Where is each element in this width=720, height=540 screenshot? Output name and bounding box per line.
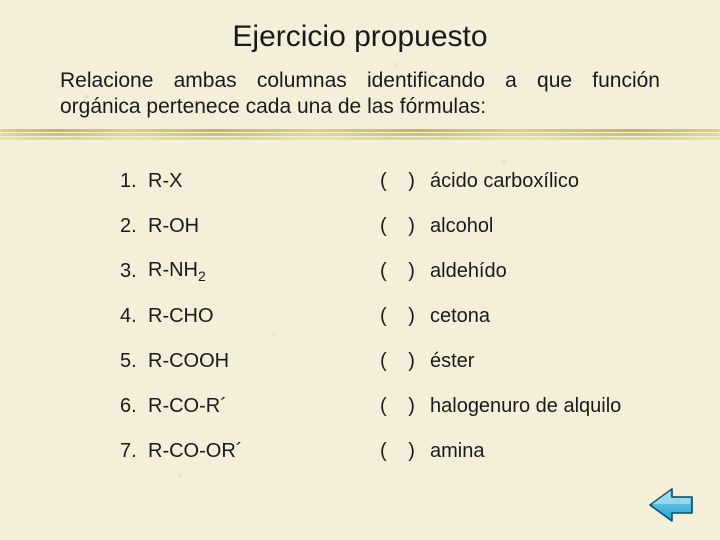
functions-column: ( ) ácido carboxílico ( ) alcohol ( ) al… — [380, 159, 660, 474]
page-title: Ejercicio propuesto — [60, 20, 660, 54]
function-label: éster — [430, 350, 474, 373]
list-item: 1. R-X — [120, 159, 340, 204]
answer-blank[interactable]: ( ) — [380, 215, 430, 238]
back-arrow-icon[interactable] — [648, 486, 694, 524]
item-number: 2. — [120, 215, 148, 238]
item-formula: R-CHO — [148, 305, 214, 328]
function-label: amina — [430, 440, 484, 463]
item-number: 3. — [120, 260, 148, 283]
function-label: alcohol — [430, 215, 493, 238]
item-formula: R-COOH — [148, 350, 229, 373]
list-item: ( ) ácido carboxílico — [380, 159, 660, 204]
decorative-underline — [0, 127, 720, 141]
list-item: ( ) alcohol — [380, 204, 660, 249]
item-formula: R-NH2 — [148, 259, 206, 284]
list-item: ( ) halogenuro de alquilo — [380, 384, 660, 429]
matching-columns: 1. R-X 2. R-OH 3. R-NH2 4. R-CHO 5. R-CO… — [60, 159, 660, 474]
list-item: 3. R-NH2 — [120, 249, 340, 294]
item-formula: R-X — [148, 170, 182, 193]
list-item: ( ) cetona — [380, 294, 660, 339]
answer-blank[interactable]: ( ) — [380, 305, 430, 328]
list-item: ( ) amina — [380, 429, 660, 474]
formula-subscript: 2 — [198, 268, 206, 284]
function-label: cetona — [430, 305, 490, 328]
item-number: 4. — [120, 305, 148, 328]
item-number: 5. — [120, 350, 148, 373]
list-item: 5. R-COOH — [120, 339, 340, 384]
formulas-column: 1. R-X 2. R-OH 3. R-NH2 4. R-CHO 5. R-CO… — [120, 159, 340, 474]
answer-blank[interactable]: ( ) — [380, 170, 430, 193]
list-item: 7. R-CO-OR´ — [120, 429, 340, 474]
answer-blank[interactable]: ( ) — [380, 440, 430, 463]
item-formula: R-CO-R´ — [148, 395, 227, 418]
slide: Ejercicio propuesto Relacione ambas colu… — [0, 0, 720, 540]
list-item: 2. R-OH — [120, 204, 340, 249]
list-item: ( ) aldehído — [380, 249, 660, 294]
answer-blank[interactable]: ( ) — [380, 350, 430, 373]
answer-blank[interactable]: ( ) — [380, 395, 430, 418]
answer-blank[interactable]: ( ) — [380, 260, 430, 283]
item-number: 7. — [120, 440, 148, 463]
item-formula: R-CO-OR´ — [148, 440, 242, 463]
instruction-text: Relacione ambas columnas identificando a… — [60, 68, 660, 121]
function-label: aldehído — [430, 260, 507, 283]
function-label: halogenuro de alquilo — [430, 395, 621, 418]
list-item: 4. R-CHO — [120, 294, 340, 339]
list-item: ( ) éster — [380, 339, 660, 384]
item-formula: R-OH — [148, 215, 199, 238]
item-number: 6. — [120, 395, 148, 418]
function-label: ácido carboxílico — [430, 170, 579, 193]
formula-base: R-NH — [148, 259, 198, 281]
item-number: 1. — [120, 170, 148, 193]
list-item: 6. R-CO-R´ — [120, 384, 340, 429]
